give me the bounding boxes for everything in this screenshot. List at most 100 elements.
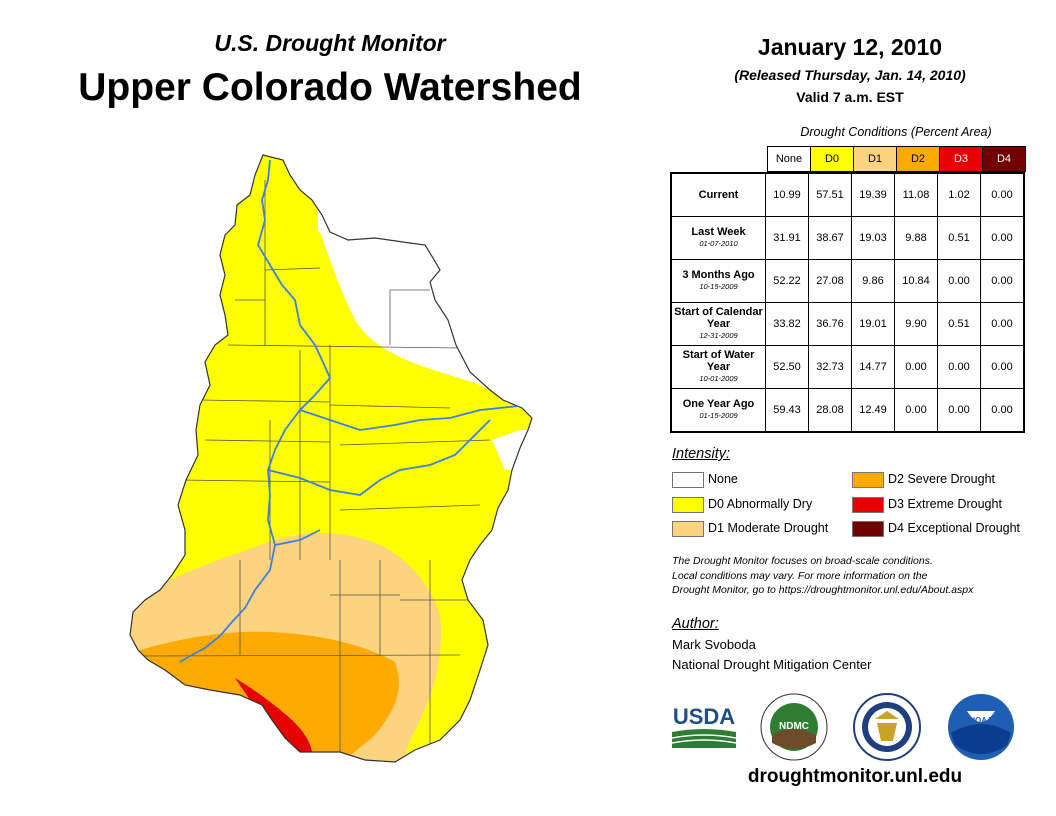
ndmc-logo: NDMC: [760, 693, 828, 761]
row-label-text: Start of Calendar Year: [674, 306, 763, 330]
col-header-d0: D0: [810, 146, 854, 172]
release-date: (Released Thursday, Jan. 14, 2010): [734, 67, 966, 83]
col-header-d2: D2: [896, 146, 940, 172]
row-label-text: 3 Months Ago: [682, 269, 755, 281]
usda-logo: USDA: [671, 704, 737, 748]
cell-none: 52.50: [765, 345, 809, 389]
note-line: Local conditions may vary. For more info…: [672, 569, 928, 582]
cell-d4: 0.00: [980, 302, 1025, 346]
note-line: Drought Monitor, go to https://droughtmo…: [672, 584, 974, 596]
legend-label: D1 Moderate Drought: [708, 521, 829, 535]
col-header-d3: D3: [939, 146, 983, 172]
cell-d3: 0.00: [937, 345, 981, 389]
cell-d4: 0.00: [980, 216, 1025, 260]
ndmc-logo-text: NDMC: [779, 721, 809, 732]
row-date: 01-15-2009: [699, 411, 738, 420]
table-row: Start of Water Year 10-01-2009 52.50 32.73 1…: [670, 345, 1025, 389]
legend-swatch: [672, 521, 704, 537]
legend-label: D2 Severe Drought: [888, 472, 996, 486]
cell-none: 59.43: [765, 388, 809, 433]
cell-d2: 11.08: [894, 172, 938, 217]
row-label: 3 Months Ago 10-15-2009: [670, 259, 766, 303]
table-caption: Drought Conditions (Percent Area): [800, 125, 992, 139]
cell-d4: 0.00: [980, 388, 1025, 433]
cell-d1: 19.01: [851, 302, 895, 346]
river-network: [179, 159, 519, 663]
legend-label: D3 Extreme Drought: [888, 497, 1002, 511]
noaa-logo-text: NOAA: [969, 716, 993, 725]
legend-label: None: [708, 472, 738, 486]
valid-time: Valid 7 a.m. EST: [796, 89, 904, 105]
cell-none: 31.91: [765, 216, 809, 260]
col-header-none: None: [767, 146, 811, 172]
cell-d2: 9.90: [894, 302, 938, 346]
cell-none: 52.22: [765, 259, 809, 303]
table-column-header: None D0 D1 D2 D3 D4: [767, 146, 1026, 172]
cell-d1: 12.49: [851, 388, 895, 433]
disclaimer-note: The Drought Monitor focuses on broad-sca…: [672, 554, 1052, 598]
cell-d2: 10.84: [894, 259, 938, 303]
cell-d1: 14.77: [851, 345, 895, 389]
map-subtitle: U.S. Drought Monitor: [214, 30, 446, 56]
county-lines: [139, 180, 491, 760]
noaa-logo: NOAA: [948, 694, 1014, 760]
drought-map: [129, 154, 533, 763]
legend-title: Intensity:: [672, 446, 731, 462]
row-label-text: Last Week: [691, 226, 746, 238]
col-header-d4: D4: [982, 146, 1026, 172]
row-label: Start of Calendar Year 12-31-2009: [670, 302, 766, 346]
map-title: Upper Colorado Watershed: [78, 66, 582, 109]
cell-d0: 36.76: [808, 302, 852, 346]
note-line: The Drought Monitor focuses on broad-sca…: [672, 555, 933, 567]
drought-conditions-table: Current 10.99 57.51 19.39 11.08 1.02 0.00 Last …: [670, 172, 1025, 433]
row-date: 01-07-2010: [699, 239, 738, 248]
legend-swatch: [672, 497, 704, 513]
cell-d3: 1.02: [937, 172, 981, 217]
cell-d3: 0.51: [937, 302, 981, 346]
row-label: Last Week 01-07-2010: [670, 216, 766, 260]
cell-d0: 32.73: [808, 345, 852, 389]
cell-d2: 0.00: [894, 388, 938, 433]
legend-swatch: [852, 497, 884, 513]
cell-d4: 0.00: [980, 345, 1025, 389]
row-label-text: Start of Water Year: [682, 349, 755, 373]
author-heading: Author:: [672, 616, 719, 632]
cell-none: 10.99: [765, 172, 809, 217]
cell-none: 33.82: [765, 302, 809, 346]
usda-logo-text: USDA: [673, 704, 735, 729]
d3-area: [235, 678, 312, 752]
cell-d2: 0.00: [894, 345, 938, 389]
row-label: One Year Ago 01-15-2009: [670, 388, 766, 433]
legend-swatch: [852, 521, 884, 537]
row-label-text: Current: [698, 189, 739, 201]
author-name: Mark Svoboda: [672, 637, 756, 652]
cell-d3: 0.00: [937, 388, 981, 433]
cell-d1: 19.39: [851, 172, 895, 217]
doc-seal-logo: [853, 693, 921, 761]
row-date: 10-01-2009: [699, 374, 738, 383]
row-date: 10-15-2009: [699, 282, 738, 291]
row-label: Current: [670, 172, 766, 217]
basin-outline: [129, 154, 533, 763]
table-row: Start of Calendar Year 12-31-2009 33.82 36.…: [670, 302, 1025, 346]
cell-d0: 27.08: [808, 259, 852, 303]
website-url[interactable]: droughtmonitor.unl.edu: [747, 766, 963, 787]
col-header-d1: D1: [853, 146, 897, 172]
author-organization: National Drought Mitigation Center: [672, 657, 872, 672]
legend-label: D4 Exceptional Drought: [888, 521, 1021, 535]
row-label: Start of Water Year 10-01-2009: [670, 345, 766, 389]
legend-swatch: [672, 472, 704, 488]
table-row: Current 10.99 57.51 19.39 11.08 1.02 0.00: [670, 172, 1025, 217]
row-label-text: One Year Ago: [682, 398, 755, 410]
row-date: 12-31-2009: [699, 331, 738, 340]
cell-d3: 0.00: [937, 259, 981, 303]
cell-d0: 28.08: [808, 388, 852, 433]
cell-d2: 9.88: [894, 216, 938, 260]
cell-d0: 57.51: [808, 172, 852, 217]
legend-label: D0 Abnormally Dry: [708, 497, 813, 511]
cell-d0: 38.67: [808, 216, 852, 260]
legend-swatch: [852, 472, 884, 488]
cell-d1: 19.03: [851, 216, 895, 260]
cell-d4: 0.00: [980, 172, 1025, 217]
cell-d1: 9.86: [851, 259, 895, 303]
